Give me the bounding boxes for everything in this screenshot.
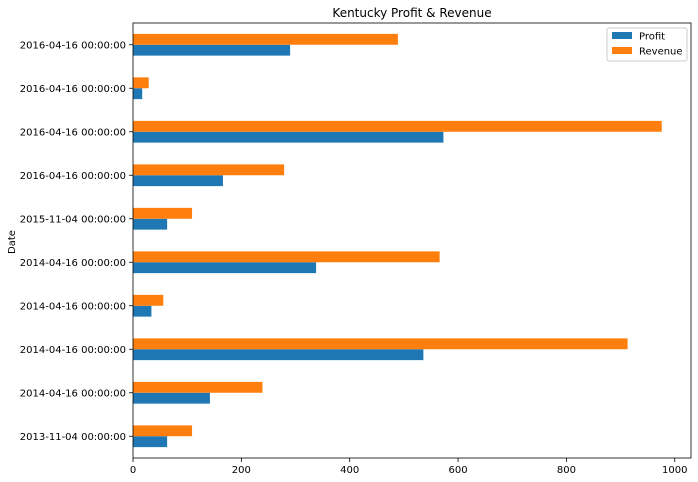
bar-profit <box>133 88 143 100</box>
legend-swatch <box>612 32 632 39</box>
y-tick-label: 2015-11-04 00:00:00 <box>20 214 126 225</box>
bar-revenue <box>133 120 662 132</box>
chart-title: Kentucky Profit & Revenue <box>332 6 491 20</box>
x-tick-label: 400 <box>340 465 359 476</box>
bar-profit <box>133 131 444 143</box>
bar-profit <box>133 392 210 404</box>
y-axis-ticks: 2013-11-04 00:00:00 2014-04-16 00:00:00 20… <box>20 40 133 443</box>
y-axis-label: Date <box>7 230 18 254</box>
bar-revenue <box>133 251 440 263</box>
x-tick-label: 800 <box>557 465 576 476</box>
y-tick-label: 2014-04-16 00:00:00 <box>20 301 126 312</box>
bar-revenue <box>133 207 193 219</box>
bar-revenue <box>133 338 628 350</box>
bar-profit <box>133 175 223 187</box>
x-tick-label: 600 <box>449 465 468 476</box>
legend-swatch <box>612 47 632 54</box>
x-axis-ticks: 0 200 400 600 800 1000 <box>130 458 687 476</box>
bar-profit <box>133 218 168 230</box>
y-tick-label: 2013-11-04 00:00:00 <box>20 432 126 443</box>
bar-revenue <box>133 33 398 45</box>
y-tick-label: 2016-04-16 00:00:00 <box>20 171 126 182</box>
y-tick-label: 2016-04-16 00:00:00 <box>20 40 126 51</box>
bars-group <box>133 33 662 448</box>
legend-label: Profit <box>639 32 665 43</box>
bar-profit <box>133 436 168 448</box>
bar-profit <box>133 262 317 274</box>
x-tick-label: 0 <box>130 465 136 476</box>
y-tick-label: 2016-04-16 00:00:00 <box>20 84 126 95</box>
bar-revenue <box>133 164 285 176</box>
bar-revenue <box>133 294 164 306</box>
bar-profit <box>133 349 424 361</box>
bar-revenue <box>133 425 193 437</box>
legend-label: Revenue <box>639 47 683 58</box>
x-tick-label: 200 <box>232 465 251 476</box>
bar-profit <box>133 44 291 56</box>
bar-profit <box>133 305 152 317</box>
bar-revenue <box>133 77 149 89</box>
y-tick-label: 2016-04-16 00:00:00 <box>20 127 126 138</box>
y-tick-label: 2014-04-16 00:00:00 <box>20 258 126 269</box>
y-tick-label: 2014-04-16 00:00:00 <box>20 345 126 356</box>
y-tick-label: 2014-04-16 00:00:00 <box>20 388 126 399</box>
legend: Profit Revenue <box>606 27 688 62</box>
x-tick-label: 1000 <box>662 465 687 476</box>
plot-frame <box>132 22 692 459</box>
bar-revenue <box>133 381 263 393</box>
